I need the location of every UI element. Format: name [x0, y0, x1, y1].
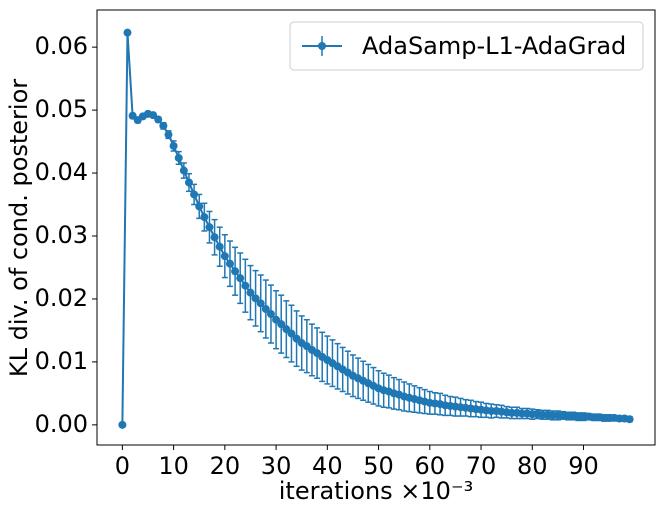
data-point [123, 28, 132, 37]
y-axis-label: KL div. of cond. posterior [5, 79, 33, 377]
x-tick-label: 90 [568, 452, 599, 480]
data-point [231, 267, 240, 276]
data-point [205, 223, 214, 232]
x-axis-label: iterations ×10⁻³ [279, 477, 473, 505]
x-tick-label: 70 [466, 452, 497, 480]
legend-marker [318, 42, 326, 50]
data-point [261, 305, 270, 314]
plot-frame [96, 9, 656, 446]
x-tick-label: 40 [312, 452, 343, 480]
data-point [210, 233, 219, 242]
data-point [277, 320, 286, 329]
x-tick-label: 10 [158, 452, 189, 480]
x-tick-label: 20 [210, 452, 241, 480]
y-tick-label: 0.06 [35, 32, 88, 60]
data-point [266, 310, 275, 319]
data-point [200, 213, 209, 222]
x-tick-label: 30 [261, 452, 292, 480]
data-point [251, 294, 260, 303]
data-point [195, 202, 204, 211]
data-point [174, 153, 183, 162]
data-point [169, 141, 178, 150]
data-point [159, 121, 168, 130]
data-point [118, 420, 127, 429]
legend-box [289, 21, 644, 71]
data-point [190, 190, 199, 199]
y-tick-label: 0.05 [35, 95, 88, 123]
y-tick-label: 0.02 [35, 284, 88, 312]
y-tick-label: 0.03 [35, 221, 88, 249]
data-point [220, 252, 229, 261]
data-point [246, 288, 255, 297]
data-point [287, 329, 296, 338]
data-point [179, 166, 188, 175]
data-point [236, 274, 245, 283]
x-tick-label: 0 [115, 452, 130, 480]
data-point [164, 130, 173, 139]
data-point [154, 115, 163, 124]
y-tick-label: 0.01 [35, 347, 88, 375]
data-point [225, 259, 234, 268]
legend-label: AdaSamp-L1-AdaGrad [362, 32, 626, 60]
y-tick-label: 0.04 [35, 158, 88, 186]
data-point [184, 178, 193, 187]
y-tick-label: 0.00 [35, 410, 88, 438]
x-tick-label: 50 [363, 452, 394, 480]
x-tick-label: 60 [415, 452, 446, 480]
data-point [256, 299, 265, 308]
data-point [241, 281, 250, 290]
x-tick-label: 80 [517, 452, 548, 480]
data-point [215, 242, 224, 251]
data-point [625, 415, 634, 424]
